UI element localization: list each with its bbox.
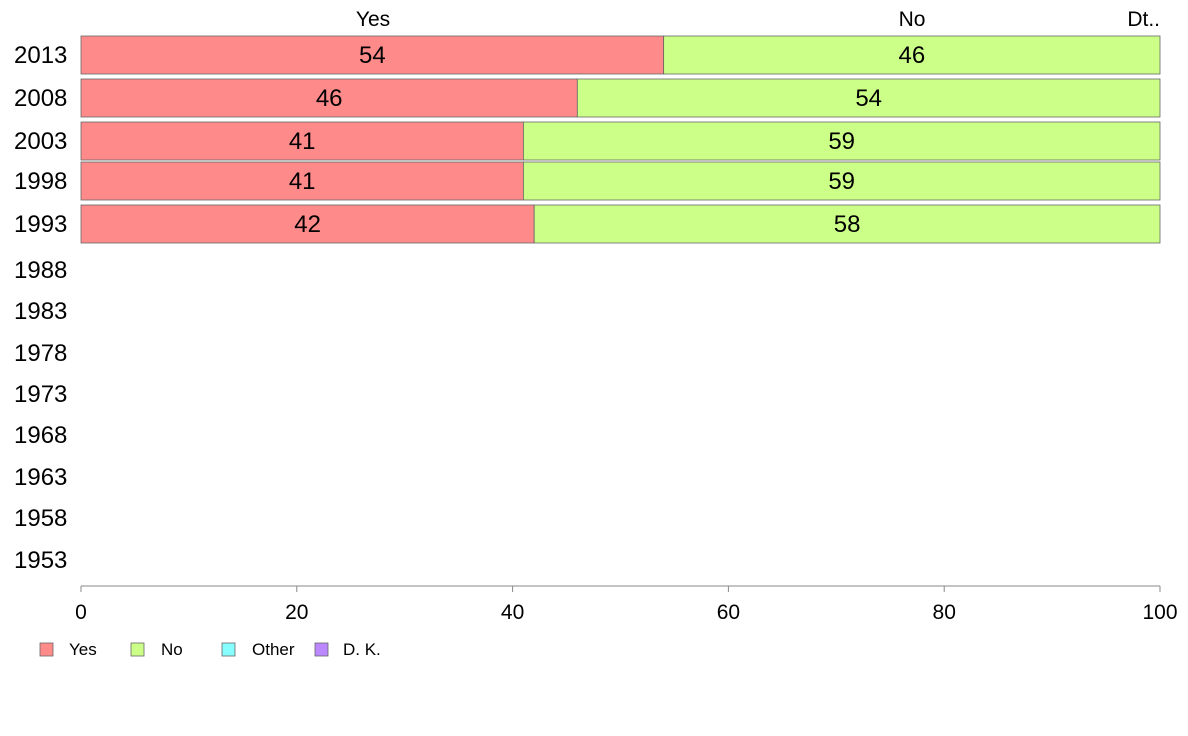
x-axis: 0 20 40 60 80 100: [75, 585, 1178, 624]
legend-label: Other: [252, 640, 295, 659]
year-label: 1993: [14, 211, 67, 238]
column-header: Dt..: [1127, 8, 1160, 31]
x-tick-label: 100: [1142, 601, 1177, 624]
bar-segment: [80, 161, 524, 201]
x-tick-label: 60: [717, 601, 740, 624]
bars: 54 46 46 54 41 59 41 59 42 58: [80, 35, 1161, 244]
bar-segment: [80, 78, 578, 118]
year-label: 1963: [14, 464, 67, 491]
bar-segment: [80, 121, 524, 161]
year-label: 1978: [14, 340, 67, 367]
year-label: 2013: [14, 42, 67, 69]
legend-swatch: [130, 642, 145, 657]
year-label: 1973: [14, 381, 67, 408]
bar-segment: [522, 121, 1161, 161]
column-header: Yes: [356, 8, 390, 31]
legend-label: Yes: [69, 640, 97, 659]
x-tick-label: 0: [75, 601, 87, 624]
legend: Yes No Other D. K.: [39, 640, 381, 659]
column-header: No: [899, 8, 926, 31]
data-label: 46: [316, 85, 343, 112]
data-label: 54: [855, 85, 882, 112]
legend-swatch: [39, 642, 54, 657]
year-label: 2003: [14, 128, 67, 155]
bar-segment: [576, 78, 1161, 118]
year-label: 1983: [14, 298, 67, 325]
bar-segment: [80, 35, 665, 75]
data-label: 41: [289, 168, 316, 195]
data-label: 58: [834, 211, 861, 238]
data-label: 42: [294, 211, 321, 238]
legend-swatch: [314, 642, 329, 657]
legend-label: D. K.: [343, 640, 381, 659]
year-label: 1968: [14, 422, 67, 449]
year-label: 1953: [14, 547, 67, 574]
data-label: 59: [828, 168, 855, 195]
legend-label: No: [161, 640, 183, 659]
year-label: 1958: [14, 505, 67, 532]
x-tick-label: 80: [933, 601, 956, 624]
bar-segment: [663, 35, 1161, 75]
year-labels: 2013 2008 2003 1998 1993 1988 1983 1978 1973 1968…: [14, 42, 67, 574]
bar-segment: [80, 204, 535, 244]
bar-segment: [522, 161, 1161, 201]
year-label: 1998: [14, 168, 67, 195]
year-label: 1988: [14, 257, 67, 284]
data-label: 59: [828, 128, 855, 155]
column-headers: Yes No Dt..: [356, 8, 1160, 31]
x-tick-label: 40: [501, 601, 524, 624]
legend-swatch: [221, 642, 236, 657]
data-label: 54: [359, 42, 386, 69]
year-label: 2008: [14, 85, 67, 112]
data-label: 41: [289, 128, 316, 155]
x-tick-label: 20: [285, 601, 308, 624]
bar-segment: [533, 204, 1161, 244]
data-label: 46: [898, 42, 925, 69]
